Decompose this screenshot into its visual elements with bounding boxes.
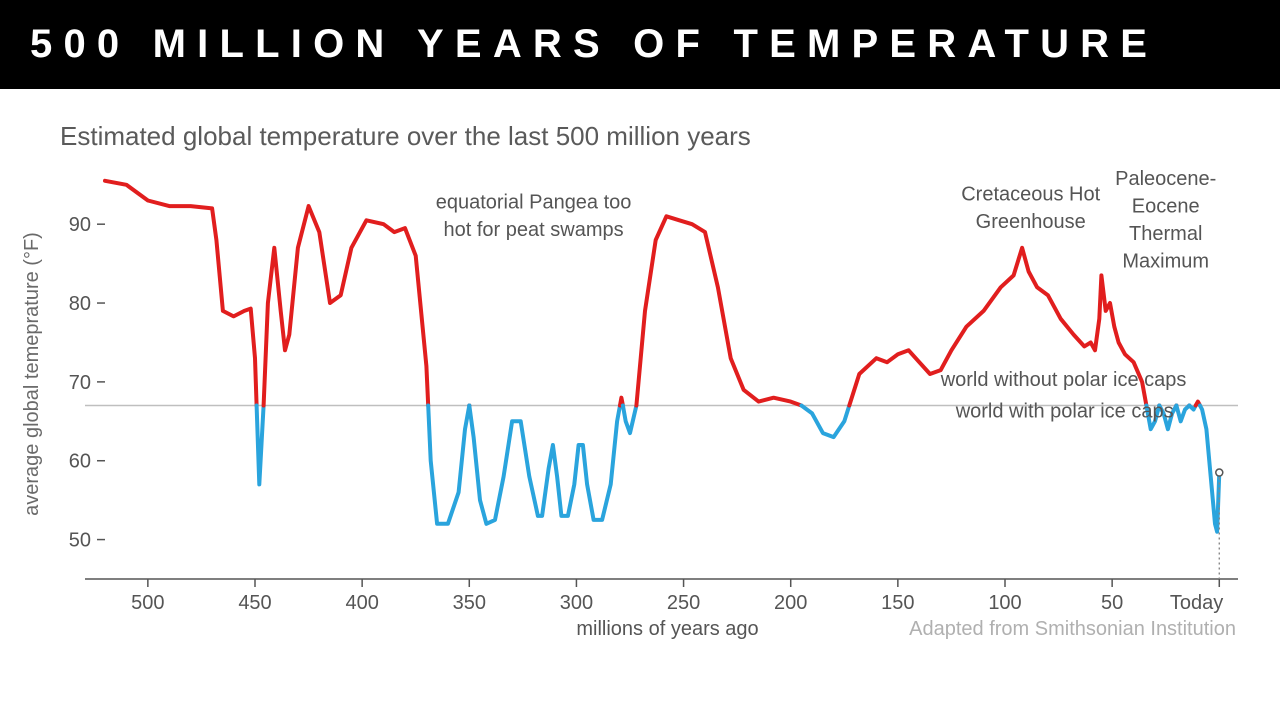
annotation-pangea2: hot for peat swamps xyxy=(444,219,624,241)
temp-line-cold xyxy=(1176,406,1189,422)
x-tick-label: 50 xyxy=(1101,592,1123,614)
y-tick-label: 90 xyxy=(69,214,91,236)
temp-line-cold xyxy=(1200,406,1219,532)
y-tick-label: 60 xyxy=(69,451,91,473)
x-tick-today: Today xyxy=(1170,592,1223,614)
x-tick-label: 350 xyxy=(453,592,486,614)
y-tick-label: 80 xyxy=(69,293,91,315)
y-tick-label: 50 xyxy=(69,530,91,552)
x-tick-label: 150 xyxy=(881,592,914,614)
annotation-petm1: Paleocene- xyxy=(1115,168,1216,190)
chart-credit: Adapted from Smithsonian Institution xyxy=(909,618,1236,640)
temp-line-cold xyxy=(469,406,620,524)
banner-title: 500 MILLION YEARS OF TEMPERATURE xyxy=(30,22,1158,66)
x-axis-title: millions of years ago xyxy=(576,618,758,640)
annotation-cret1: Cretaceous Hot xyxy=(961,184,1100,206)
chart-container: Estimated global temperature over the la… xyxy=(0,89,1280,707)
y-tick-label: 70 xyxy=(69,372,91,394)
temp-line-hot xyxy=(105,181,257,406)
temp-line-cold xyxy=(801,406,849,438)
annotation-pangea1: equatorial Pangea too xyxy=(436,191,632,213)
annotation-noice: world without polar ice caps xyxy=(940,369,1187,391)
today-marker xyxy=(1216,469,1223,476)
temp-line-hot xyxy=(264,206,429,405)
x-tick-label: 200 xyxy=(774,592,807,614)
temp-line-cold xyxy=(257,406,264,485)
y-axis-title: average global temeprature (°F) xyxy=(21,232,43,516)
x-tick-label: 400 xyxy=(345,592,378,614)
annotation-petm3: Thermal xyxy=(1129,223,1202,245)
annotation-petm2: Eocene xyxy=(1132,195,1200,217)
annotation-ice: world with polar ice caps xyxy=(955,400,1174,422)
annotation-petm4: Maximum xyxy=(1122,251,1209,273)
temperature-chart: 50 60 70 80 90 500 450 400 350 300 250 200 150 100 50 T… xyxy=(0,89,1280,707)
x-tick-label: 250 xyxy=(667,592,700,614)
annotation-cret2: Greenhouse xyxy=(976,211,1086,233)
temp-line-cold xyxy=(623,406,637,434)
title-banner: 500 MILLION YEARS OF TEMPERATURE xyxy=(0,0,1280,89)
temp-line-cold xyxy=(428,406,469,524)
x-tick-label: 500 xyxy=(131,592,164,614)
temp-line-hot xyxy=(636,216,801,405)
x-tick-label: 300 xyxy=(560,592,593,614)
x-tick-label: 100 xyxy=(988,592,1021,614)
x-tick-label: 450 xyxy=(238,592,271,614)
